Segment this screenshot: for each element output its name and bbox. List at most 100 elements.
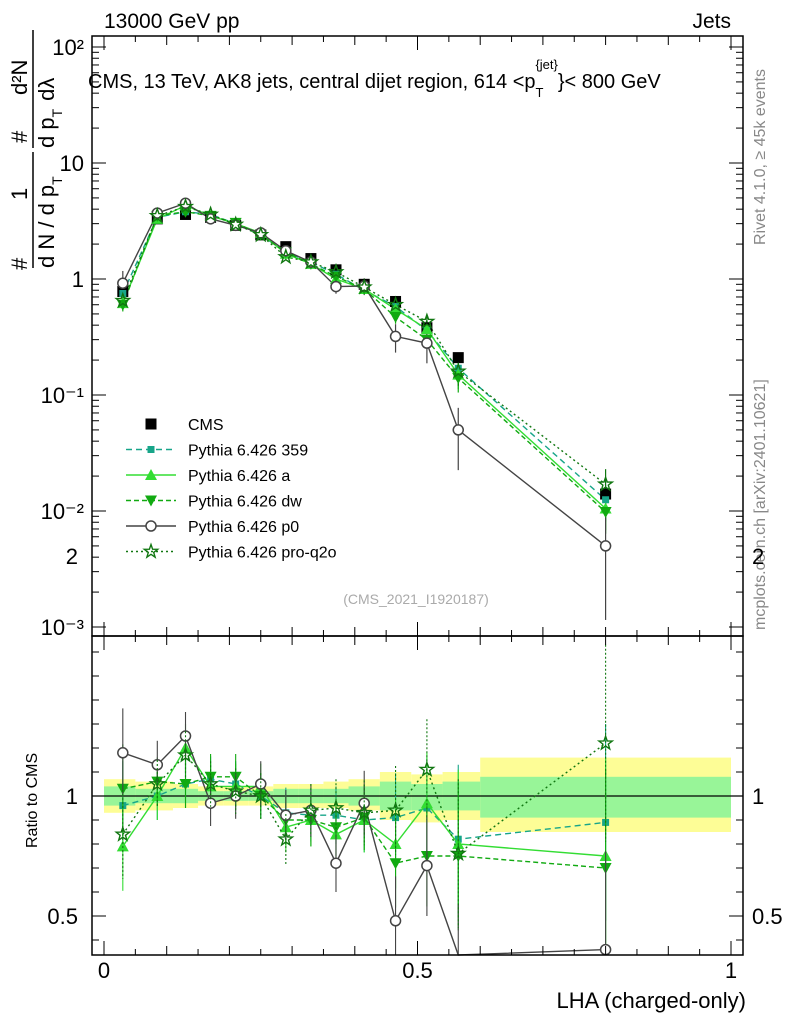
marker-pq2o <box>418 760 436 778</box>
marker-pq2o <box>327 798 345 816</box>
title-sup: {jet} <box>535 57 558 72</box>
marker-pq2o <box>327 262 345 280</box>
y-tick-label: 10⁻² <box>41 499 84 524</box>
marker-p359 <box>147 446 155 453</box>
marker-cms <box>452 352 464 364</box>
marker-cms <box>145 418 157 430</box>
y-label-dpT-dlambda: d pTdλ <box>34 78 65 148</box>
marker-pq2o <box>176 746 195 763</box>
legend-label-pa: Pythia 6.426 a <box>188 468 290 485</box>
y-label-hash1: # <box>7 257 32 270</box>
marker-pq2o <box>176 197 195 215</box>
marker-pq2o <box>142 542 160 559</box>
ratio-y-tick-label-right: 0.5 <box>752 904 783 929</box>
legend-label-p359: Pythia 6.426 359 <box>188 443 308 460</box>
marker-pdw <box>389 858 402 870</box>
y-label-hash2: # <box>7 130 32 143</box>
legend-label-p0: Pythia 6.426 p0 <box>188 519 299 536</box>
marker-pdw <box>145 495 157 507</box>
y-label-sub-t: T <box>49 176 65 185</box>
marker-pq2o <box>252 786 270 804</box>
legend-label-pdw: Pythia 6.426 dw <box>188 494 302 511</box>
marker-p0 <box>117 277 129 289</box>
marker-pq2o <box>252 225 270 243</box>
marker-pq2o <box>148 774 166 792</box>
ratio-bands <box>92 757 743 832</box>
marker-cms <box>600 488 612 500</box>
y-label-one: 1 <box>7 188 32 200</box>
plot-title: CMS, 13 TeV, AK8 jets, central dijet reg… <box>88 57 661 100</box>
marker-p0 <box>389 330 402 343</box>
ratio-y-tick-label-right: 1 <box>752 784 764 809</box>
x-tick-label: 1 <box>725 958 737 983</box>
title-sub: T <box>536 85 544 100</box>
marker-p0 <box>145 520 157 532</box>
marker-p0 <box>389 915 402 927</box>
main-series <box>114 197 615 620</box>
marker-p359 <box>602 496 610 504</box>
marker-p0 <box>330 857 342 869</box>
header-left: 13000 GeV pp <box>104 10 239 33</box>
ratio-y-tick-label: 1 <box>66 784 78 809</box>
marker-pq2o <box>114 825 132 842</box>
y-tick-label: 10² <box>52 35 84 60</box>
ratio-y-tick-label-right: 2 <box>752 544 764 569</box>
ratio-y-tick-label: 2 <box>66 544 78 569</box>
y-label-dpt: d p <box>34 117 59 148</box>
y-label-d2n: d²N <box>7 60 32 95</box>
marker-pq2o <box>201 205 220 222</box>
marker-pq2o <box>449 844 467 862</box>
y-tick-label: 10 <box>60 151 84 176</box>
y-label-dn: d N / d p <box>34 185 59 268</box>
marker-pq2o <box>386 801 405 818</box>
marker-pdw <box>599 507 612 519</box>
marker-p359 <box>454 364 462 372</box>
legend: CMS Pythia 6.426 359 Pythia 6.426 a Pythia … <box>126 417 337 562</box>
marker-p0 <box>421 859 433 872</box>
ratio-line-p0 <box>122 734 606 956</box>
y-axis-label: # 1 d N / d pT # d²N d pTdλ <box>7 30 65 270</box>
y-label-dlambda: dλ <box>34 78 59 101</box>
x-tick-label: 0.5 <box>402 958 433 983</box>
marker-pq2o <box>596 475 615 492</box>
title-main: CMS, 13 TeV, AK8 jets, central dijet reg… <box>88 71 536 93</box>
mcplots-label: mcplots.cern.ch [arXiv:2401.10621] <box>752 379 769 630</box>
ratio-series <box>114 644 615 956</box>
marker-pq2o <box>355 278 373 295</box>
marker-p0 <box>421 337 433 349</box>
marker-p0 <box>330 280 342 293</box>
marker-pdw <box>389 312 402 324</box>
header-right: Jets <box>692 10 731 33</box>
marker-pq2o <box>277 247 295 265</box>
marker-pa <box>420 797 433 809</box>
marker-pq2o <box>148 206 166 224</box>
marker-pa <box>116 840 129 852</box>
marker-pq2o <box>355 803 373 821</box>
title-end: }< 800 GeV <box>558 71 662 93</box>
x-tick-label: 0 <box>98 958 110 983</box>
y-label-sub-t2: T <box>49 108 65 117</box>
series-line-pdw <box>122 211 607 513</box>
marker-pq2o <box>449 362 467 379</box>
marker-pa <box>145 469 157 480</box>
axes: 0 0.5 1 10⁻³ 10⁻² 10⁻¹ 1 10 10² 0.5 0.5 1 1 2 2 <box>41 35 783 983</box>
marker-p0 <box>599 540 612 552</box>
legend-label-cms: CMS <box>188 417 224 434</box>
ratio-line-pdw <box>122 776 606 869</box>
y-tick-label: 10⁻³ <box>41 615 84 640</box>
marker-pq2o <box>596 734 615 751</box>
y-label-dN-dpT: d N / d pT <box>34 176 65 268</box>
marker-pa <box>389 303 402 315</box>
marker-p0 <box>452 424 465 436</box>
y-tick-label: 1 <box>72 267 84 292</box>
marker-pdw <box>179 779 192 790</box>
marker-p0 <box>117 747 129 759</box>
y-tick-label: 10⁻¹ <box>41 383 84 408</box>
marker-pa <box>420 323 433 335</box>
series-line-pa <box>122 204 607 510</box>
marker-cms <box>330 264 342 276</box>
marker-pq2o <box>277 830 295 847</box>
legend-label-pq2o: Pythia 6.426 pro-q2o <box>188 545 337 562</box>
rivet-label: Rivet 4.1.0, ≥ 45k events <box>752 69 769 245</box>
